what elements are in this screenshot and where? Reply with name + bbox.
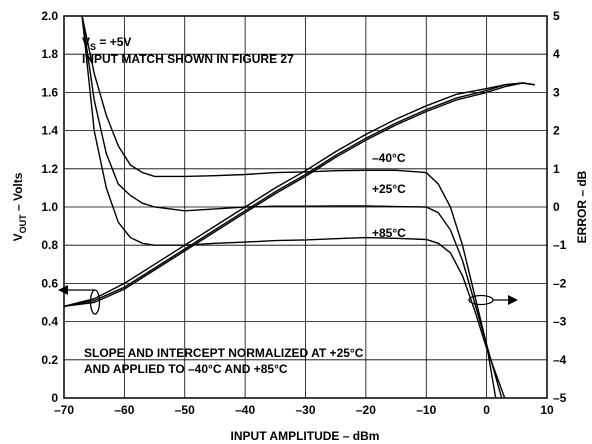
y-right-tick-labels: –5 –4 –3 –2 –1 0 1 2 3 4 5 [553, 9, 567, 405]
supply-annotation: VS = +5V [82, 35, 131, 52]
right-axis-indicator [468, 294, 518, 306]
x-tick-label: –30 [295, 403, 315, 417]
y-left-tick-label: 1.4 [41, 124, 58, 138]
x-tick-label: 10 [540, 403, 554, 417]
y-left-tick-label: 1.0 [41, 200, 58, 214]
x-tick-label: –20 [356, 403, 376, 417]
grid [63, 15, 548, 399]
y-right-tick-label: –5 [553, 391, 567, 405]
x-tick-label: –50 [175, 403, 195, 417]
x-tick-label: –70 [54, 403, 74, 417]
left-axis-indicator [58, 285, 101, 315]
y-right-tick-label: 0 [553, 200, 560, 214]
series-label-minus40: –40°C [372, 151, 406, 165]
right-axis-indicator-ellipse [468, 294, 494, 306]
y-left-tick-label: 0.4 [41, 315, 58, 329]
y-right-tick-label: 1 [553, 162, 560, 176]
y-left-tick-label: 1.2 [41, 162, 58, 176]
y-right-tick-label: 3 [553, 85, 560, 99]
right-arrow-icon [508, 295, 518, 305]
x-axis-title: INPUT AMPLITUDE – dBm [231, 429, 380, 443]
y-right-tick-label: 2 [553, 124, 560, 138]
x-tick-labels: –70 –60 –50 –40 –30 –20 –10 0 10 [54, 403, 554, 417]
y-left-tick-label: 2.0 [41, 9, 58, 23]
y-left-tick-label: 1.8 [41, 47, 58, 61]
vout-series-line-2 [63, 82, 536, 307]
x-tick-label: –40 [235, 403, 255, 417]
error-series-plus85-line [81, 16, 506, 398]
x-tick-label: –10 [416, 403, 436, 417]
y-left-tick-labels: 0 0.2 0.4 0.6 0.8 1.0 1.2 1.4 1.6 1.8 2.0 [41, 9, 58, 405]
x-tick-label: 0 [483, 403, 490, 417]
error-series-plus25-line [81, 16, 503, 398]
y-left-tick-label: 1.6 [41, 85, 58, 99]
vout-lines [63, 82, 536, 307]
y-right-tick-label: –3 [553, 315, 567, 329]
normalized-annotation-line2: AND APPLIED TO –40°C AND +85°C [84, 362, 288, 376]
y-right-tick-label: –2 [553, 276, 567, 290]
y-left-tick-label: 0.8 [41, 238, 58, 252]
plot-frame [63, 15, 548, 399]
y-left-tick-label: 0.2 [41, 353, 58, 367]
vout-series-line-1 [63, 82, 536, 307]
series-label-plus25: +25°C [372, 182, 406, 196]
y-right-tick-label: 4 [553, 47, 560, 61]
series-label-plus85: +85°C [372, 226, 406, 240]
normalized-annotation-line1: SLOPE AND INTERCEPT NORMALIZED AT +25°C [84, 346, 364, 360]
y-right-tick-label: –4 [553, 353, 567, 367]
error-lines [81, 16, 506, 398]
y-left-tick-label: 0.6 [41, 276, 58, 290]
vout-series-line-0 [63, 82, 536, 307]
y-right-tick-label: –1 [553, 238, 567, 252]
error-series-minus40-line [81, 16, 497, 398]
left-arrow-icon [58, 285, 68, 295]
y-right-axis-title: ERROR – dB [575, 170, 589, 243]
y-right-tick-label: 5 [553, 9, 560, 23]
input-match-annotation: INPUT MATCH SHOWN IN FIGURE 27 [82, 52, 294, 66]
y-left-axis-title: VOUT – Volts [11, 172, 28, 241]
x-tick-label: –60 [114, 403, 134, 417]
y-left-tick-label: 0 [51, 391, 58, 405]
